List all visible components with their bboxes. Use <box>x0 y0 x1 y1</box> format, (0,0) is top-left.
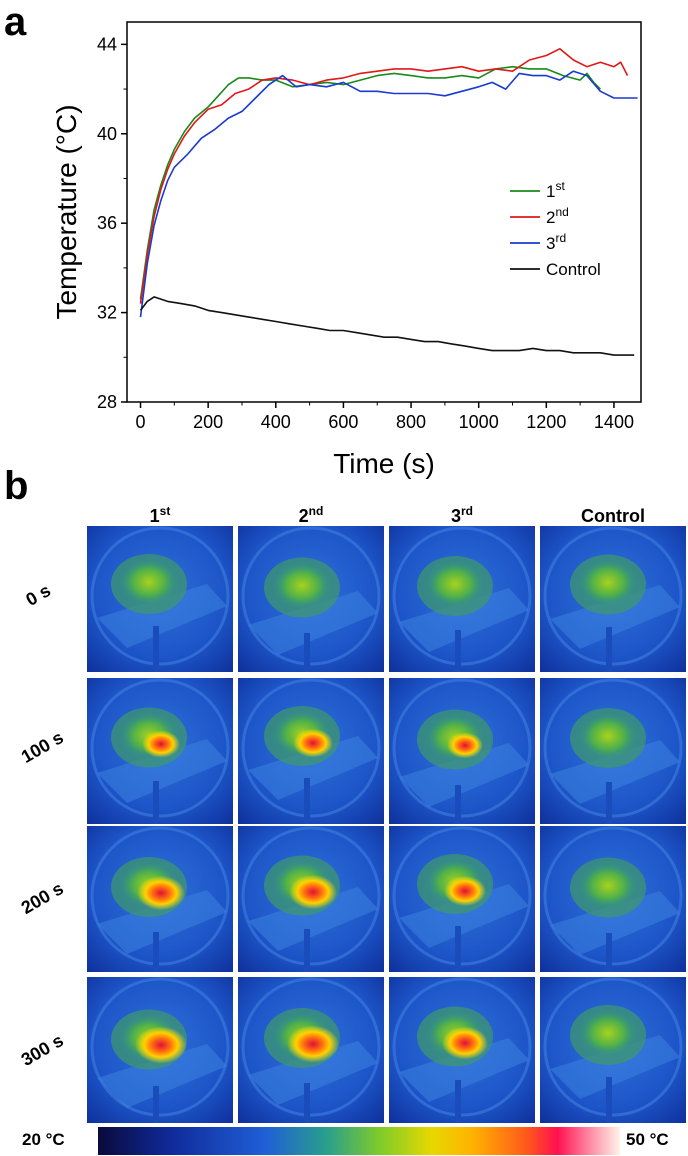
x-tick-label: 1000 <box>459 412 499 432</box>
y-tick-label: 36 <box>97 213 117 233</box>
x-tick-label: 400 <box>261 412 291 432</box>
column-header-3rd: 3rd <box>450 504 473 526</box>
temperature-colorbar <box>98 1127 620 1155</box>
y-tick-label: 32 <box>97 303 117 323</box>
thermal-image-1st-100s <box>87 678 233 824</box>
temperature-line-chart: 0 200 400 600 800 1000 1200 1400 28 32 36 40 44 Time … <box>51 21 642 479</box>
thermal-image-2nd-200s <box>238 826 384 972</box>
legend-label-1st: 1st <box>546 179 565 201</box>
legend-label-3rd: 3rd <box>546 231 566 253</box>
thermal-image-3rd-0s <box>389 526 535 672</box>
panel-a-label: a <box>4 0 27 44</box>
thermal-image-3rd-100s <box>389 678 535 824</box>
thermal-image-control-300s <box>540 977 686 1123</box>
thermal-image-2nd-0s <box>238 526 384 672</box>
legend-label-2nd: 2nd <box>546 205 569 227</box>
colorbar-max-label: 50 °C <box>626 1130 669 1149</box>
row-header-0s: 0 s <box>22 580 55 610</box>
x-axis-label: Time (s) <box>333 448 435 479</box>
column-header-control: Control <box>581 506 645 526</box>
panel-b-label: b <box>4 464 29 508</box>
thermal-image-control-100s <box>540 678 686 824</box>
row-header-100s: 100 s <box>17 727 67 767</box>
row-header-200s: 200 s <box>17 878 67 918</box>
plot-frame <box>126 21 642 403</box>
column-header-2nd: 2nd <box>298 504 324 526</box>
series-line-1st <box>139 65 601 300</box>
y-axis-label: Temperature (°C) <box>51 104 82 319</box>
thermal-image-3rd-200s <box>389 826 535 972</box>
x-tick-label: 1400 <box>594 412 634 432</box>
thermal-image-1st-300s <box>87 977 233 1123</box>
series-line-2nd <box>139 48 629 304</box>
legend-label-control: Control <box>546 260 601 279</box>
thermal-image-2nd-100s <box>238 678 384 824</box>
y-tick-label: 40 <box>97 124 117 144</box>
series-line-3rd <box>139 70 638 318</box>
x-tick-label: 800 <box>396 412 426 432</box>
x-tick-label: 0 <box>136 412 146 432</box>
x-tick-label: 200 <box>193 412 223 432</box>
thermal-image-1st-200s <box>87 826 233 972</box>
x-tick-label: 600 <box>328 412 358 432</box>
y-tick-label: 44 <box>97 34 117 54</box>
x-tick-label: 1200 <box>526 412 566 432</box>
thermal-image-3rd-300s <box>389 977 535 1123</box>
thermal-image-1st-0s <box>87 526 233 672</box>
row-header-300s: 300 s <box>17 1030 67 1070</box>
thermal-image-control-0s <box>540 526 686 672</box>
series-line-control <box>139 296 635 356</box>
thermal-image-2nd-300s <box>238 977 384 1123</box>
thermal-image-control-200s <box>540 826 686 972</box>
colorbar-min-label: 20 °C <box>22 1130 65 1149</box>
column-header-1st: 1st <box>149 504 171 526</box>
y-tick-label: 28 <box>97 392 117 412</box>
